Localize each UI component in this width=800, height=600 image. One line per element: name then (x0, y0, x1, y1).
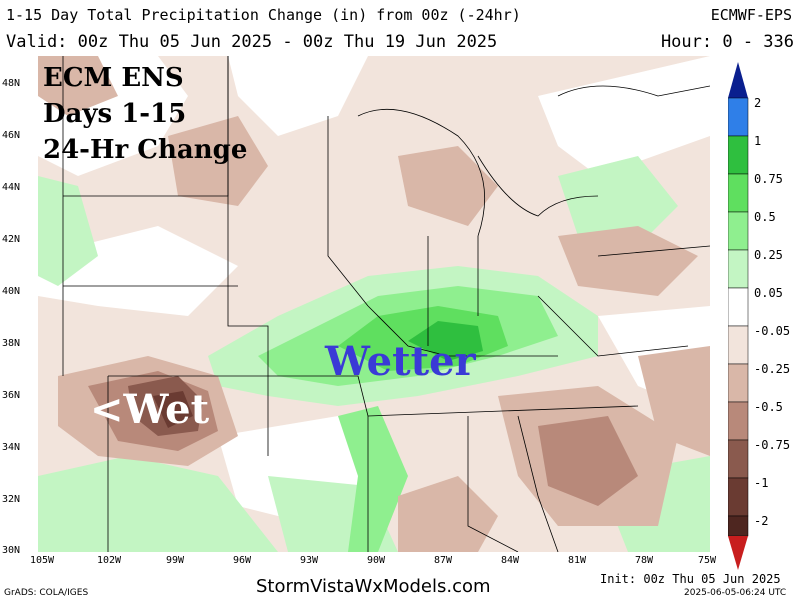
neutral-region (538, 56, 710, 176)
legend-swatch (728, 363, 749, 403)
legend-arrow-bottom (728, 536, 748, 570)
dry-region (168, 116, 268, 206)
legend-swatch (728, 287, 749, 327)
lon-label: 84W (500, 555, 520, 566)
valid-period: Valid: 00z Thu 05 Jun 2025 - 00z Thu 19 … (6, 32, 498, 52)
legend-swatch (728, 211, 749, 251)
lon-label: 75W (697, 555, 717, 566)
overlay-change: 24-Hr Change (43, 135, 248, 165)
lat-label: 44N (2, 182, 21, 193)
legend-label: -0.5 (754, 400, 783, 414)
legend-swatch (728, 135, 749, 175)
sw-dry-region-core (153, 391, 193, 428)
dry-region (398, 146, 498, 226)
lon-label: 99W (165, 555, 185, 566)
generated-timestamp: 2025-06-05-06:24 UTC (684, 588, 787, 598)
legend-label: -0.75 (754, 438, 791, 452)
legend-swatch (728, 439, 749, 479)
init-time: Init: 00z Thu 05 Jun 2025 (600, 572, 781, 586)
lat-label: 48N (2, 78, 21, 89)
state-boundaries (62, 56, 710, 552)
legend-label: 1 (754, 134, 762, 148)
lon-label: 96W (232, 555, 252, 566)
color-legend (728, 62, 749, 570)
light-wet-region (558, 156, 678, 246)
map-canvas (38, 56, 710, 552)
lat-label: 40N (2, 286, 21, 297)
legend-swatch (728, 401, 749, 441)
legend-label: -2 (754, 514, 769, 528)
lat-label: 46N (2, 130, 21, 141)
dry-region (638, 346, 710, 456)
legend-label: -0.25 (754, 362, 791, 376)
lon-label: 78W (634, 555, 654, 566)
lon-label: 102W (96, 555, 122, 566)
legend-swatch (728, 477, 749, 517)
neutral-region (228, 56, 368, 136)
lon-label: 105W (29, 555, 55, 566)
map-title: 1-15 Day Total Precipitation Change (in)… (6, 6, 521, 24)
legend-label: -1 (754, 476, 769, 490)
dry-region (38, 56, 118, 116)
lon-label: 90W (366, 555, 386, 566)
lat-label: 36N (2, 390, 21, 401)
lat-label: 38N (2, 338, 21, 349)
lat-label: 32N (2, 494, 21, 505)
overlay-days: Days 1-15 (43, 99, 187, 129)
legend-label: -0.05 (754, 324, 791, 338)
lat-label: 34N (2, 442, 21, 453)
precipitation-map (38, 56, 710, 552)
legend-swatch (728, 249, 749, 289)
legend-swatch (728, 325, 749, 365)
light-wet-region (38, 176, 98, 286)
dry-region (558, 226, 698, 296)
legend-label: 0.05 (754, 286, 783, 300)
wet-band-south (338, 406, 408, 552)
lat-label: 42N (2, 234, 21, 245)
legend-swatch (728, 515, 749, 537)
legend-label: 2 (754, 96, 762, 110)
legend-label: 0.5 (754, 210, 776, 224)
wet-annotation: <Wet (90, 386, 210, 433)
grads-credit: GrADS: COLA/IGES (4, 588, 89, 598)
lat-label: 30N (2, 545, 21, 556)
lon-label: 87W (433, 555, 453, 566)
lon-label: 81W (567, 555, 587, 566)
dry-region-strong (538, 416, 638, 506)
legend-label: 0.75 (754, 172, 783, 186)
wetter-region-core (408, 321, 483, 361)
forecast-hours: Hour: 0 - 336 (660, 32, 794, 52)
overlay-model: ECM ENS (43, 63, 184, 93)
legend-arrow-top (728, 62, 748, 98)
legend-swatch (728, 97, 749, 137)
legend-label: 0.25 (754, 248, 783, 262)
wetter-annotation: Wetter (325, 338, 476, 385)
lon-label: 93W (299, 555, 319, 566)
site-credit: StormVistaWxModels.com (256, 576, 491, 597)
model-name: ECMWF-EPS (710, 6, 792, 24)
legend-swatch (728, 173, 749, 213)
light-wet-region (38, 456, 278, 552)
dry-region (398, 476, 498, 552)
